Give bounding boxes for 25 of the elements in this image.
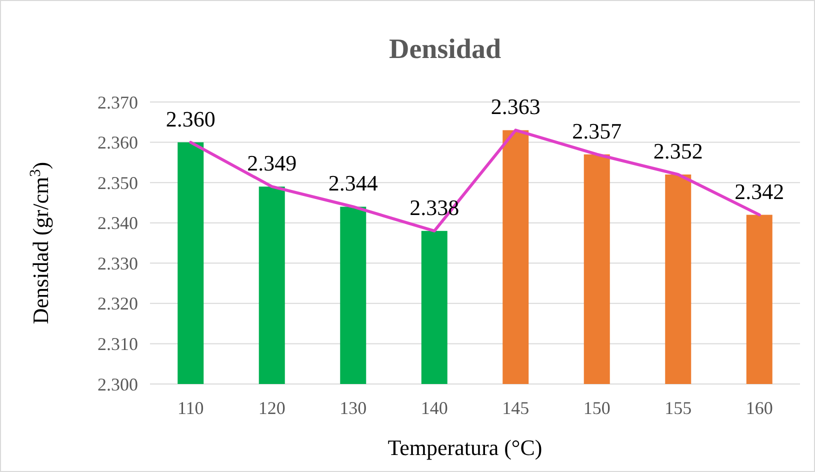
data-label: 2.360 xyxy=(166,106,216,132)
x-axis-title: Temperatura (°C) xyxy=(388,435,542,460)
chart-title: Densidad xyxy=(388,34,502,65)
x-tick-label: 155 xyxy=(664,398,692,418)
y-tick-label: 2.360 xyxy=(98,132,138,153)
x-tick-label: 140 xyxy=(420,398,448,418)
y-tick-label: 2.370 xyxy=(98,92,138,112)
x-tick-label: 110 xyxy=(177,398,204,418)
data-label: 2.363 xyxy=(490,94,540,120)
data-label: 2.344 xyxy=(328,170,378,196)
x-tick-label: 150 xyxy=(583,398,610,418)
y-tick-label: 2.310 xyxy=(98,334,138,354)
x-tick-label: 145 xyxy=(502,398,530,418)
y-tick-label: 2.300 xyxy=(98,374,138,394)
y-tick-label: 2.350 xyxy=(98,172,138,193)
x-tick-label: 120 xyxy=(258,398,286,418)
data-label: 2.352 xyxy=(653,138,703,164)
data-label: 2.342 xyxy=(734,178,784,204)
data-label: 2.349 xyxy=(247,150,297,176)
y-tick-label: 2.320 xyxy=(98,294,138,314)
x-tick-label: 160 xyxy=(746,398,773,418)
y-tick-label: 2.330 xyxy=(98,253,138,274)
data-label: 2.357 xyxy=(572,118,622,144)
y-tick-label: 2.340 xyxy=(98,213,138,234)
x-tick-label: 130 xyxy=(340,398,367,418)
